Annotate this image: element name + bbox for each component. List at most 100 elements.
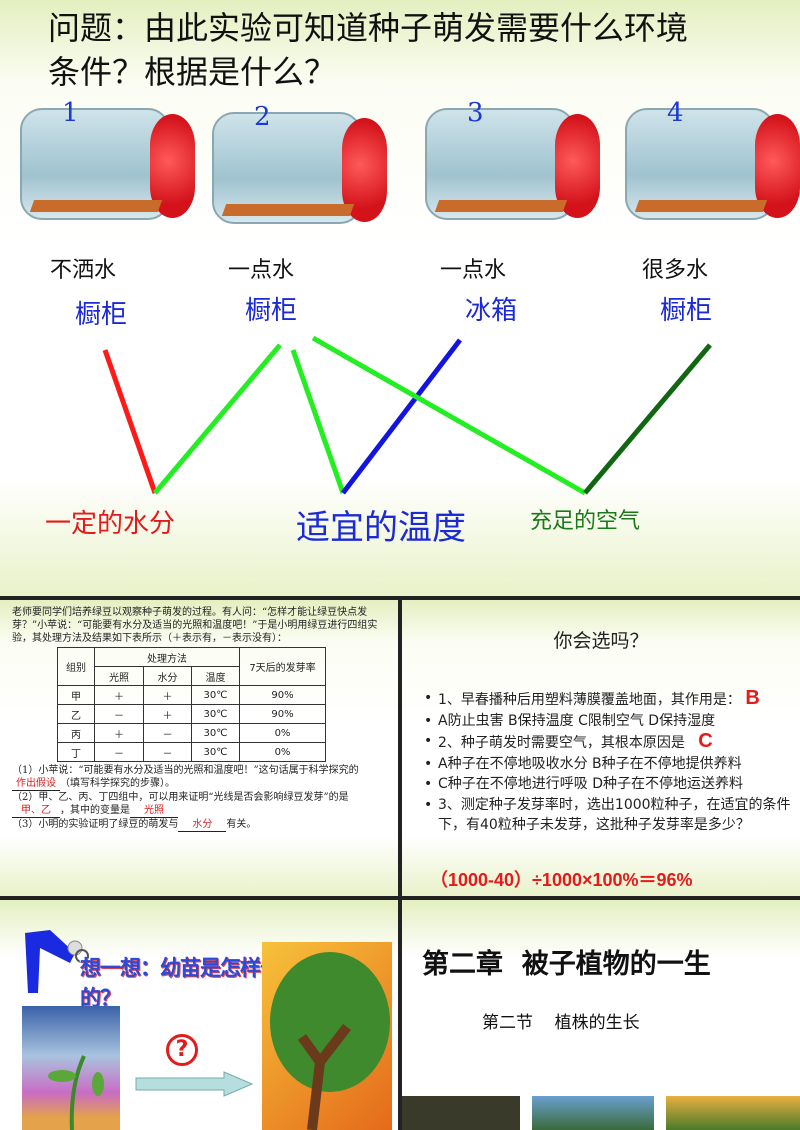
jar-3: 3 [425, 96, 600, 231]
th-light: 光照 [94, 666, 144, 686]
slide-chapter-title: 第二章 被子植物的一生 第二节 植株的生长 [402, 900, 800, 1130]
photo-2 [532, 1096, 654, 1130]
cell: ＋ [94, 723, 144, 743]
cell: 0% [239, 742, 326, 762]
seedling-image [22, 1006, 120, 1130]
jar-3-water: 一点水 [440, 258, 507, 283]
question-text: 问题：由此实验可知道种子萌发需要什么环境条件？根据是什么？ [48, 9, 689, 91]
jar-1-water: 不洒水 [50, 258, 117, 283]
question-1: （1）小苹说：“可能要有水分及适当的光照和温度吧！”这句话属于科学探究的作出假设… [12, 764, 392, 791]
q2-text-mid: ，其中的变量是 [60, 805, 130, 816]
cell: － [143, 723, 192, 743]
q1-text: （1）小苹说：“可能要有水分及适当的光照和温度吧！”这句话属于科学探究的 [12, 765, 359, 776]
table-row: 丁－－ 30℃ 0% [57, 742, 326, 762]
answer-2: C [698, 730, 713, 752]
jar-2-water: 一点水 [228, 258, 295, 283]
jar-4: 4 [625, 96, 800, 231]
cell: ＋ [143, 704, 192, 724]
slide-quiz: 你会选吗？ 1、早春播种后用塑料薄膜覆盖地面，其作用是： B A防止虫害 B保持… [402, 600, 800, 896]
result-water: 一定的水分 [45, 509, 176, 539]
connection-lines [102, 335, 712, 496]
quiz-title: 你会选吗？ [553, 630, 649, 652]
table-row: 乙－＋ 30℃ 90% [57, 704, 326, 724]
cell: ＋ [143, 685, 192, 705]
result-air: 充足的空气 [530, 509, 641, 534]
th-temp: 温度 [191, 666, 240, 686]
quiz-item: A防止虫害 B保持温度 C限制空气 D保持湿度 [424, 711, 794, 732]
jar-2: 2 [212, 100, 387, 235]
cell: 90% [239, 704, 326, 724]
question-mark-icon: ? [166, 1034, 198, 1066]
cell: － [94, 742, 144, 762]
th-method: 处理方法 [94, 647, 240, 667]
arrow-right-icon [135, 1071, 254, 1097]
th-group: 组别 [57, 647, 95, 686]
quiz-list: 1、早春播种后用塑料薄膜覆盖地面，其作用是： B A防止虫害 B保持温度 C限制… [424, 688, 794, 836]
cell: 乙 [57, 704, 95, 724]
item-text: 2、种子萌发时需要空气，其根本原因是 [438, 735, 685, 751]
line-green-3 [311, 335, 587, 496]
jar-4-water: 很多水 [642, 258, 709, 283]
th-rate: 7天后的发芽率 [239, 647, 326, 686]
cell: 30℃ [191, 742, 240, 762]
jar-number: 4 [667, 98, 684, 128]
intro-text: 老师要同学们培养绿豆以观察种子萌发的过程。有人问：“怎样才能让绿豆快点发芽？”小… [12, 607, 378, 644]
quiz-item: 2、种子萌发时需要空气，其根本原因是 C [424, 731, 794, 754]
cell: － [94, 704, 144, 724]
jar-2-place: 橱柜 [245, 296, 298, 326]
item-text: 1、早春播种后用塑料薄膜覆盖地面，其作用是： [438, 692, 741, 708]
line-red [102, 349, 158, 494]
result-temperature: 适宜的温度 [296, 508, 466, 548]
quiz-item: A种子在不停地吸收水分 B种子在不停地提供养料 [424, 754, 794, 775]
cell: 90% [239, 685, 326, 705]
q1-text-end: （填写科学探究的步骤）。 [60, 778, 175, 789]
table-row: 丙＋－ 30℃ 0% [57, 723, 326, 743]
chapter-title: 第二章 被子植物的一生 [422, 949, 711, 980]
jar-4-place: 橱柜 [660, 296, 713, 326]
jar-number: 2 [254, 102, 271, 132]
man-with-magnifier-icon [25, 930, 89, 993]
cell: ＋ [94, 685, 144, 705]
q3-text-end: 有关。 [226, 819, 257, 830]
question-3: （3）小明的实验证明了绿豆的萌发与 水分 有关。 [12, 818, 392, 832]
q2-answer-1: 甲、乙 [12, 804, 60, 818]
jar-1-place: 橱柜 [75, 300, 128, 330]
jar-1: 1 [20, 96, 195, 231]
q3-answer: 水分 [178, 818, 227, 832]
slide-mung-bean-experiment: 老师要同学们培养绿豆以观察种子萌发的过程。有人问：“怎样才能让绿豆快点发芽？”小… [0, 600, 398, 896]
jar-number: 1 [62, 98, 79, 128]
jar-number: 3 [467, 98, 484, 128]
question-2: （2）甲、乙、丙、丁四组中，可以用来证明“光线是否会影响绿豆发芽”的是甲、乙 ，其… [12, 791, 392, 818]
quiz-item: 3、测定种子发芽率时，选出1000粒种子，在适宜的条件下，有40粒种子未发芽，这… [424, 795, 794, 836]
q2-answer-2: 光照 [130, 804, 178, 818]
photo-1 [402, 1096, 520, 1130]
q2-text: （2）甲、乙、丙、丁四组中，可以用来证明“光线是否会影响绿豆发芽”的是 [12, 792, 349, 803]
slide-seed-germination-experiment: 问题：由此实验可知道种子萌发需要什么环境条件？根据是什么？ 1 2 3 4 不洒… [0, 0, 800, 596]
cell: 30℃ [191, 685, 240, 705]
cell: 丙 [57, 723, 95, 743]
line-blue [341, 338, 462, 495]
quiz-item: 1、早春播种后用塑料薄膜覆盖地面，其作用是： B [424, 688, 794, 711]
cell: － [143, 742, 192, 762]
line-green-1 [153, 343, 282, 495]
cell: 甲 [57, 685, 95, 705]
q1-answer: 作出假设 [12, 777, 60, 791]
slide-think: 想一想：幼苗是怎样长成参天大树的？ ? [0, 900, 398, 1130]
cell: 30℃ [191, 723, 240, 743]
tree-image [262, 942, 392, 1130]
jar-3-place: 冰箱 [465, 296, 518, 326]
answer-1: B [745, 687, 760, 709]
cell: 30℃ [191, 704, 240, 724]
photo-3 [666, 1096, 800, 1130]
quiz-item: C种子在不停地进行呼吸 D种子在不停地运送养料 [424, 774, 794, 795]
experiment-table: 组别 处理方法 7天后的发芽率 光照 水分 温度 甲＋＋ 30℃ 90% 乙－＋ 30℃ 90%… [57, 647, 326, 762]
line-dark-green [583, 343, 712, 495]
answer-3: （1000-40）÷1000×100%＝96% [430, 870, 693, 890]
q3-text: （3）小明的实验证明了绿豆的萌发与 [12, 819, 179, 830]
questions-block: （1）小苹说：“可能要有水分及适当的光照和温度吧！”这句话属于科学探究的作出假设… [12, 764, 392, 832]
line-green-2 [290, 349, 346, 494]
th-water: 水分 [143, 666, 192, 686]
table-row: 甲＋＋ 30℃ 90% [57, 685, 326, 705]
cell: 丁 [57, 742, 95, 762]
cell: 0% [239, 723, 326, 743]
